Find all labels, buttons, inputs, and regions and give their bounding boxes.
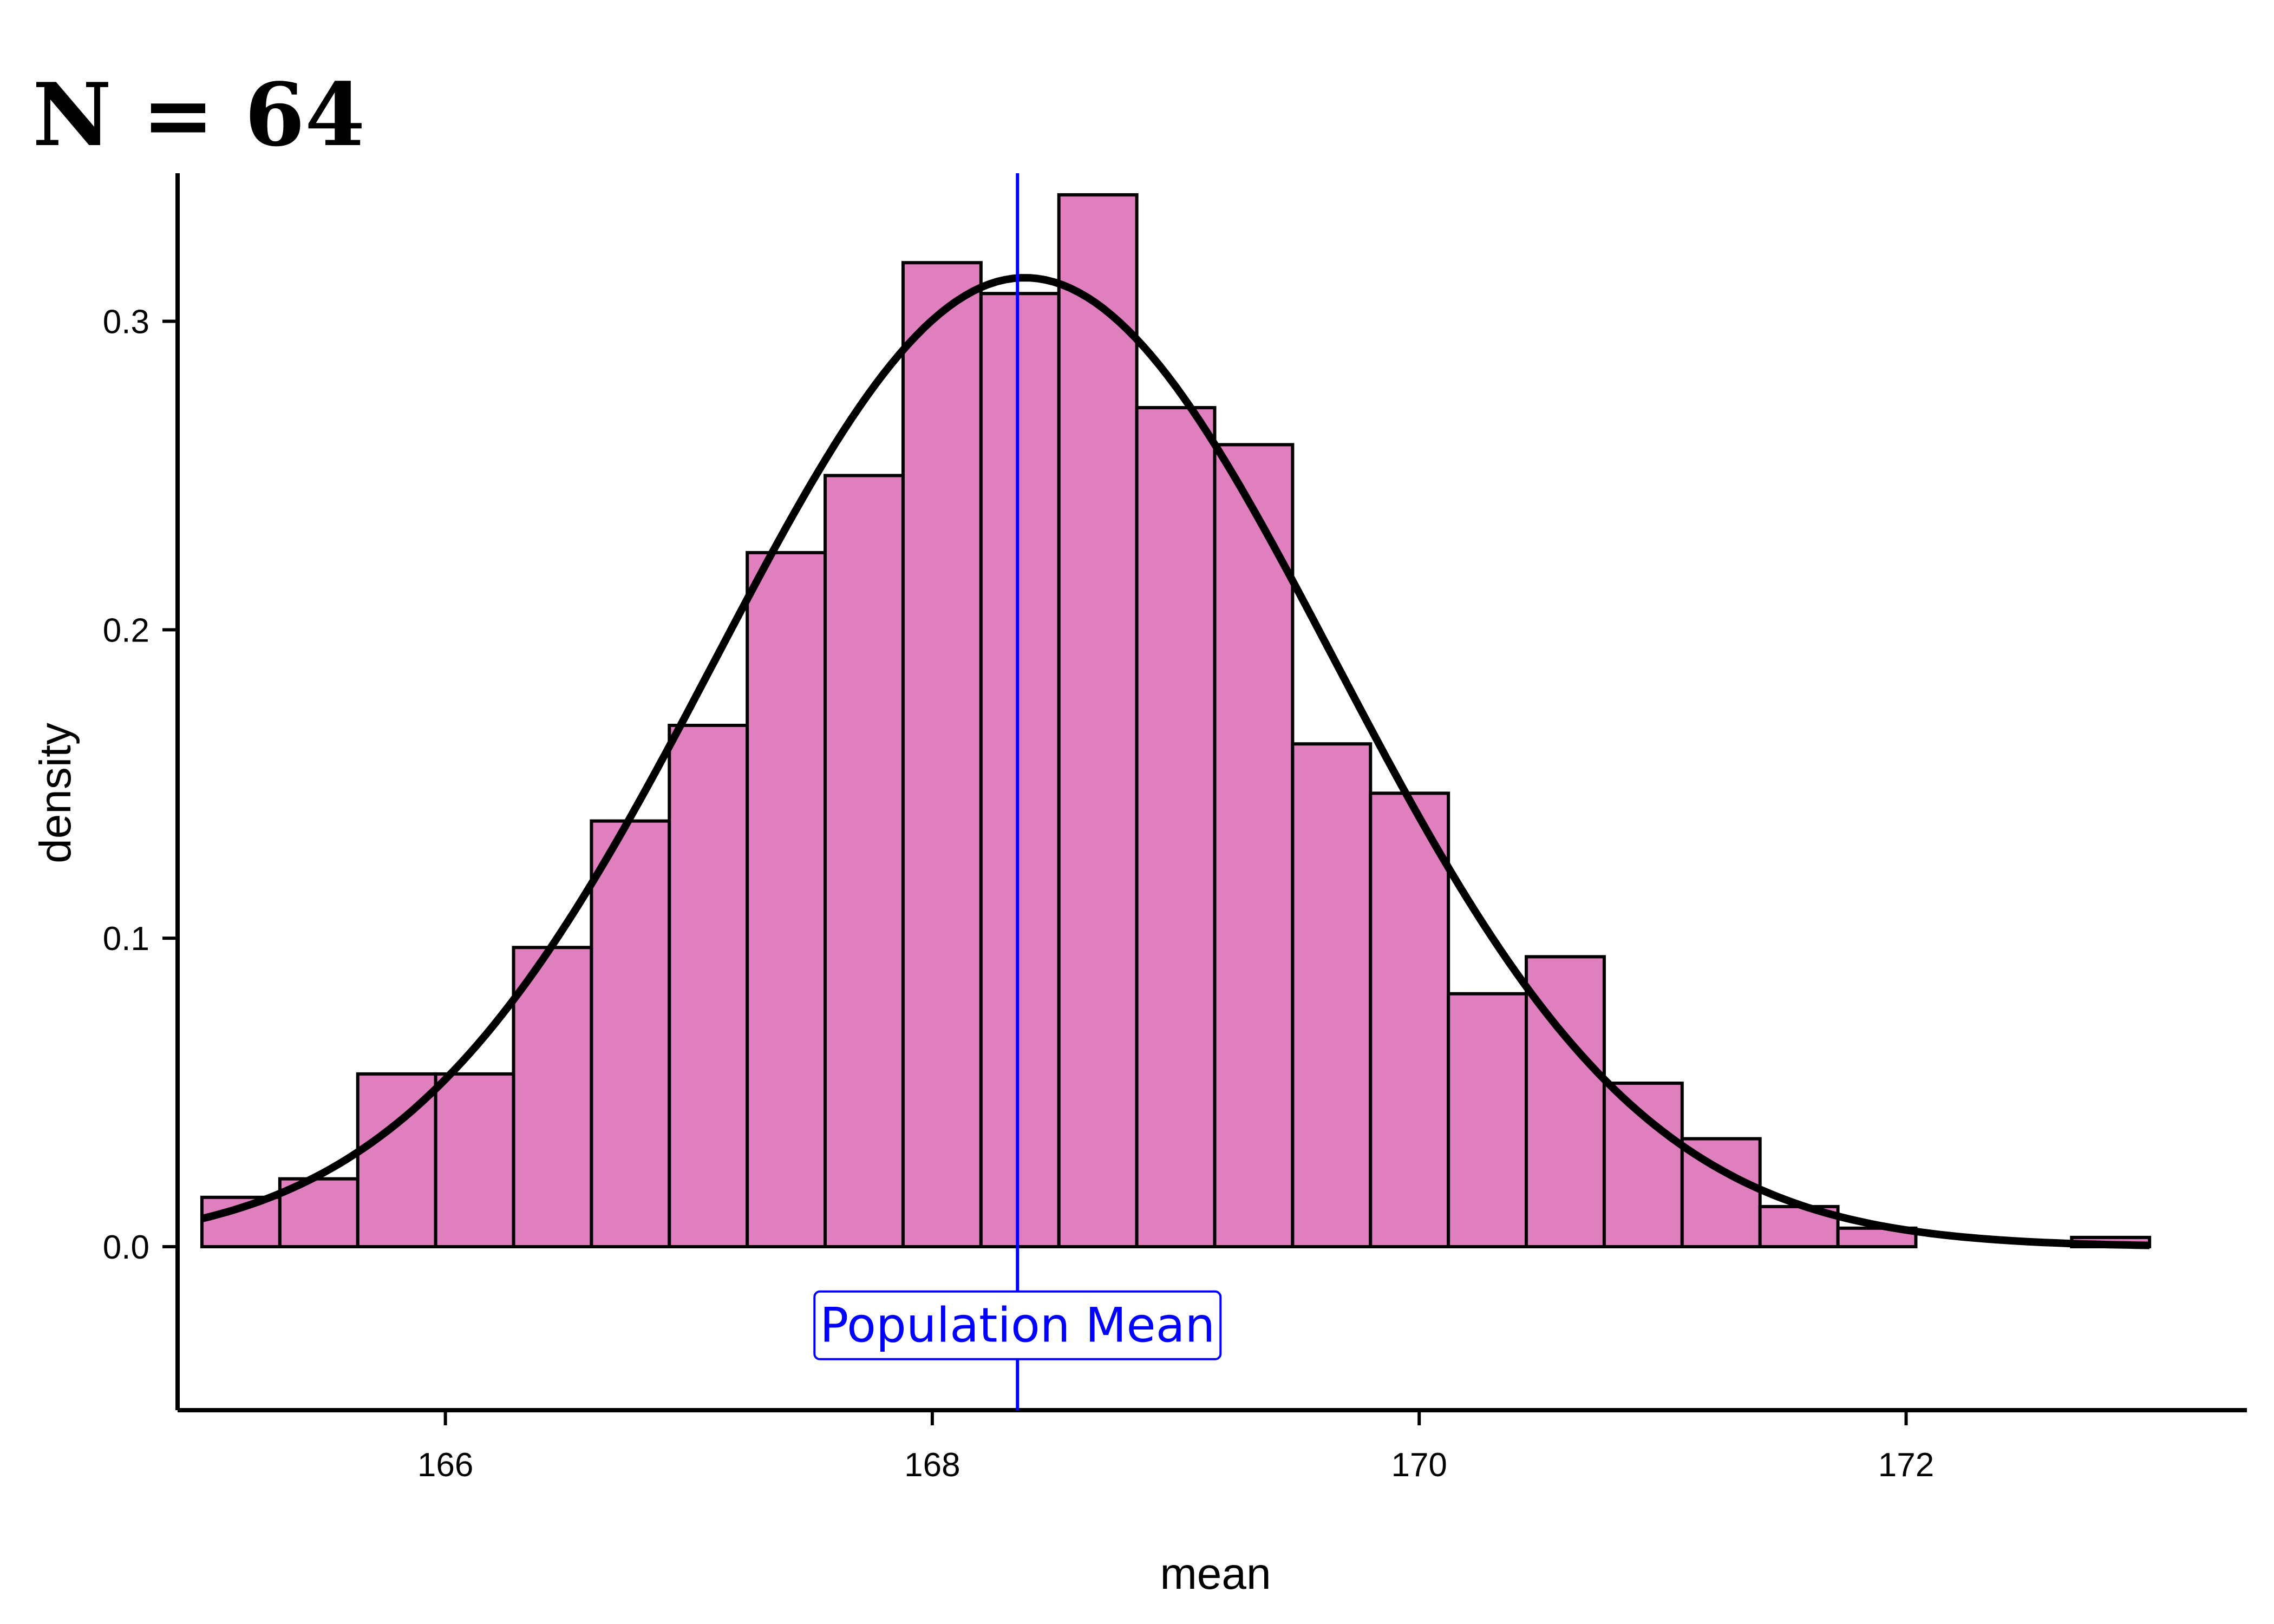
y-axis-title: density	[31, 723, 80, 863]
x-axis-ticks: 166 168 170 172	[417, 1410, 1934, 1484]
x-tick-label: 170	[1391, 1446, 1447, 1484]
histogram-bar	[1135, 406, 1217, 1248]
histogram-bar	[512, 946, 593, 1248]
histogram-bar	[434, 1072, 515, 1248]
histogram-bar	[824, 474, 905, 1248]
histogram-bar	[979, 292, 1061, 1248]
histogram-bar	[668, 723, 749, 1248]
y-tick-label: 0.0	[103, 1229, 149, 1266]
x-axis-title: mean	[1160, 1549, 1271, 1599]
y-tick-label: 0.1	[103, 920, 149, 958]
x-tick-label: 172	[1878, 1446, 1934, 1484]
population-mean-label: Population Mean	[820, 1297, 1215, 1353]
y-tick-label: 0.3	[103, 304, 149, 341]
histogram-bar	[1447, 992, 1528, 1248]
histogram-bar	[901, 261, 983, 1248]
histogram-bar	[1369, 791, 1450, 1248]
normal-density-curve	[201, 274, 2150, 1249]
x-tick-label: 168	[904, 1446, 960, 1484]
histogram-bar	[1291, 742, 1373, 1248]
histogram-bar	[746, 551, 827, 1248]
histogram-bar	[1602, 1081, 1684, 1248]
y-tick-label: 0.2	[103, 612, 149, 649]
histogram-bar	[590, 819, 671, 1248]
histogram-bars	[200, 193, 2152, 1248]
y-axis-ticks: 0.0 0.1 0.2 0.3	[103, 304, 178, 1266]
population-mean-label-box	[813, 1290, 1222, 1360]
histogram-bar	[1057, 193, 1139, 1248]
x-tick-label: 166	[417, 1446, 473, 1484]
chart-title: N = 64	[32, 64, 365, 166]
